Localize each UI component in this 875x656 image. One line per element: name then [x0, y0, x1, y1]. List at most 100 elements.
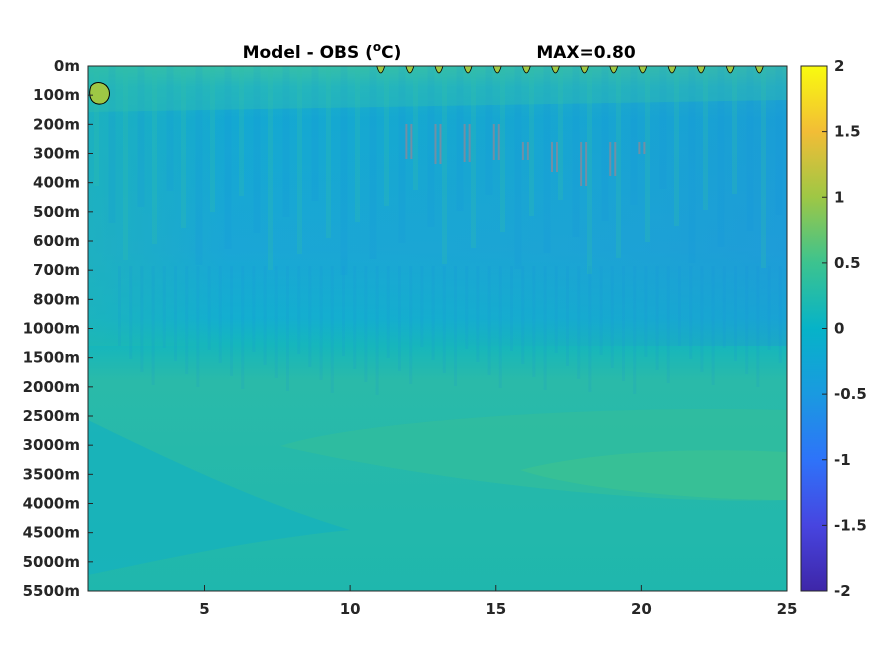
stripe — [185, 266, 189, 374]
colorbar-tick-label: 1 — [834, 188, 844, 206]
stripe — [487, 266, 491, 375]
stripe — [644, 266, 648, 357]
deep-gray-markers — [405, 124, 646, 186]
stripe — [239, 66, 244, 196]
stripe — [703, 66, 708, 210]
y-tick-label: 3500m — [23, 465, 80, 483]
stripe — [577, 266, 581, 379]
stripe — [268, 66, 273, 270]
deep-warm-core — [520, 450, 787, 500]
y-tick-label: 700m — [33, 261, 80, 279]
y-tick-label: 100m — [33, 86, 80, 104]
stripe — [558, 66, 563, 200]
stripe — [775, 66, 783, 215]
stripe — [532, 266, 536, 377]
gray-marker — [405, 124, 408, 159]
colorbar-tick-label: -2 — [834, 582, 851, 600]
y-tick-label: 5000m — [23, 553, 80, 571]
stripe — [630, 66, 638, 205]
stripe — [722, 266, 726, 348]
stripe — [655, 266, 659, 370]
stripe — [342, 266, 345, 356]
gray-marker — [463, 124, 466, 162]
stripe — [398, 266, 401, 371]
stripe — [123, 66, 128, 260]
y-tick-label: 5500m — [23, 582, 80, 600]
stripe — [465, 266, 469, 349]
stripe — [263, 266, 267, 365]
stripe — [543, 266, 547, 390]
x-tick-label: 20 — [631, 600, 652, 618]
stripe — [151, 266, 155, 385]
stripe — [500, 66, 505, 232]
colorbar: 2 1.5 1 0.5 0 -0.5 -1 -1.5 -2 — [800, 57, 867, 600]
stripe — [633, 266, 637, 394]
stripe — [498, 266, 502, 388]
gray-marker — [468, 124, 471, 162]
stripe — [732, 66, 737, 194]
x-axis: 5 10 15 20 25 — [199, 585, 797, 618]
stripe — [224, 66, 232, 249]
colorbar-tick-label: 1.5 — [834, 123, 861, 141]
y-tick-label: 400m — [33, 174, 80, 192]
stripe — [588, 266, 592, 392]
y-tick-label: 1500m — [23, 349, 80, 367]
stripe — [108, 66, 116, 223]
y-tick-label: 3000m — [23, 436, 80, 454]
stripe — [364, 266, 368, 382]
colorbar-tick-label: 0.5 — [834, 254, 861, 272]
y-tick-label: 500m — [33, 203, 80, 221]
stripe — [572, 66, 580, 237]
stripe — [166, 66, 174, 191]
surface-warm-tips — [376, 66, 764, 74]
stripe — [599, 266, 603, 355]
stripe — [485, 66, 493, 195]
stripe — [253, 66, 261, 233]
stripe — [778, 266, 782, 363]
stripe — [174, 266, 177, 361]
y-tick-label: 4500m — [23, 524, 80, 542]
stripe — [734, 266, 737, 361]
stripe — [566, 266, 569, 366]
stripe — [137, 66, 145, 207]
y-tick-label: 0m — [54, 57, 80, 75]
y-tick-label: 2500m — [23, 407, 80, 425]
stripe — [286, 266, 289, 391]
gray-marker — [497, 124, 500, 160]
gray-marker — [521, 142, 524, 160]
stripe — [218, 266, 222, 363]
y-tick-label: 1000m — [23, 320, 80, 338]
stripe — [554, 266, 558, 353]
stripe — [252, 266, 256, 352]
stripe — [152, 66, 157, 244]
stripe — [688, 66, 696, 263]
stripe — [756, 266, 760, 387]
vertical-stripes — [94, 66, 783, 395]
colorbar-tick-label: 2 — [834, 57, 844, 75]
stripe — [297, 66, 302, 254]
stripe — [118, 266, 121, 346]
gray-marker — [434, 124, 437, 164]
upper-warm-band — [88, 66, 787, 112]
stripe — [353, 266, 357, 369]
deep-cool-wedge — [88, 420, 350, 575]
stripe — [386, 266, 390, 358]
stripe — [601, 66, 609, 221]
stripe — [230, 266, 233, 376]
stripe — [745, 266, 749, 374]
gray-marker — [580, 142, 583, 186]
y-tick-label: 600m — [33, 232, 80, 250]
x-tick-label: 15 — [485, 600, 506, 618]
heatmap-field — [88, 66, 787, 591]
stripe — [456, 66, 464, 211]
gray-marker — [585, 142, 588, 186]
stripe — [659, 66, 667, 189]
x-tick-label: 25 — [777, 600, 798, 618]
stripe — [529, 66, 534, 216]
colorbar-tick-label: -1 — [834, 451, 851, 469]
stripe — [645, 66, 650, 242]
field-horizontal-shading — [88, 66, 787, 346]
stripe — [427, 66, 435, 227]
stripe — [622, 266, 625, 381]
stripe — [129, 266, 133, 359]
